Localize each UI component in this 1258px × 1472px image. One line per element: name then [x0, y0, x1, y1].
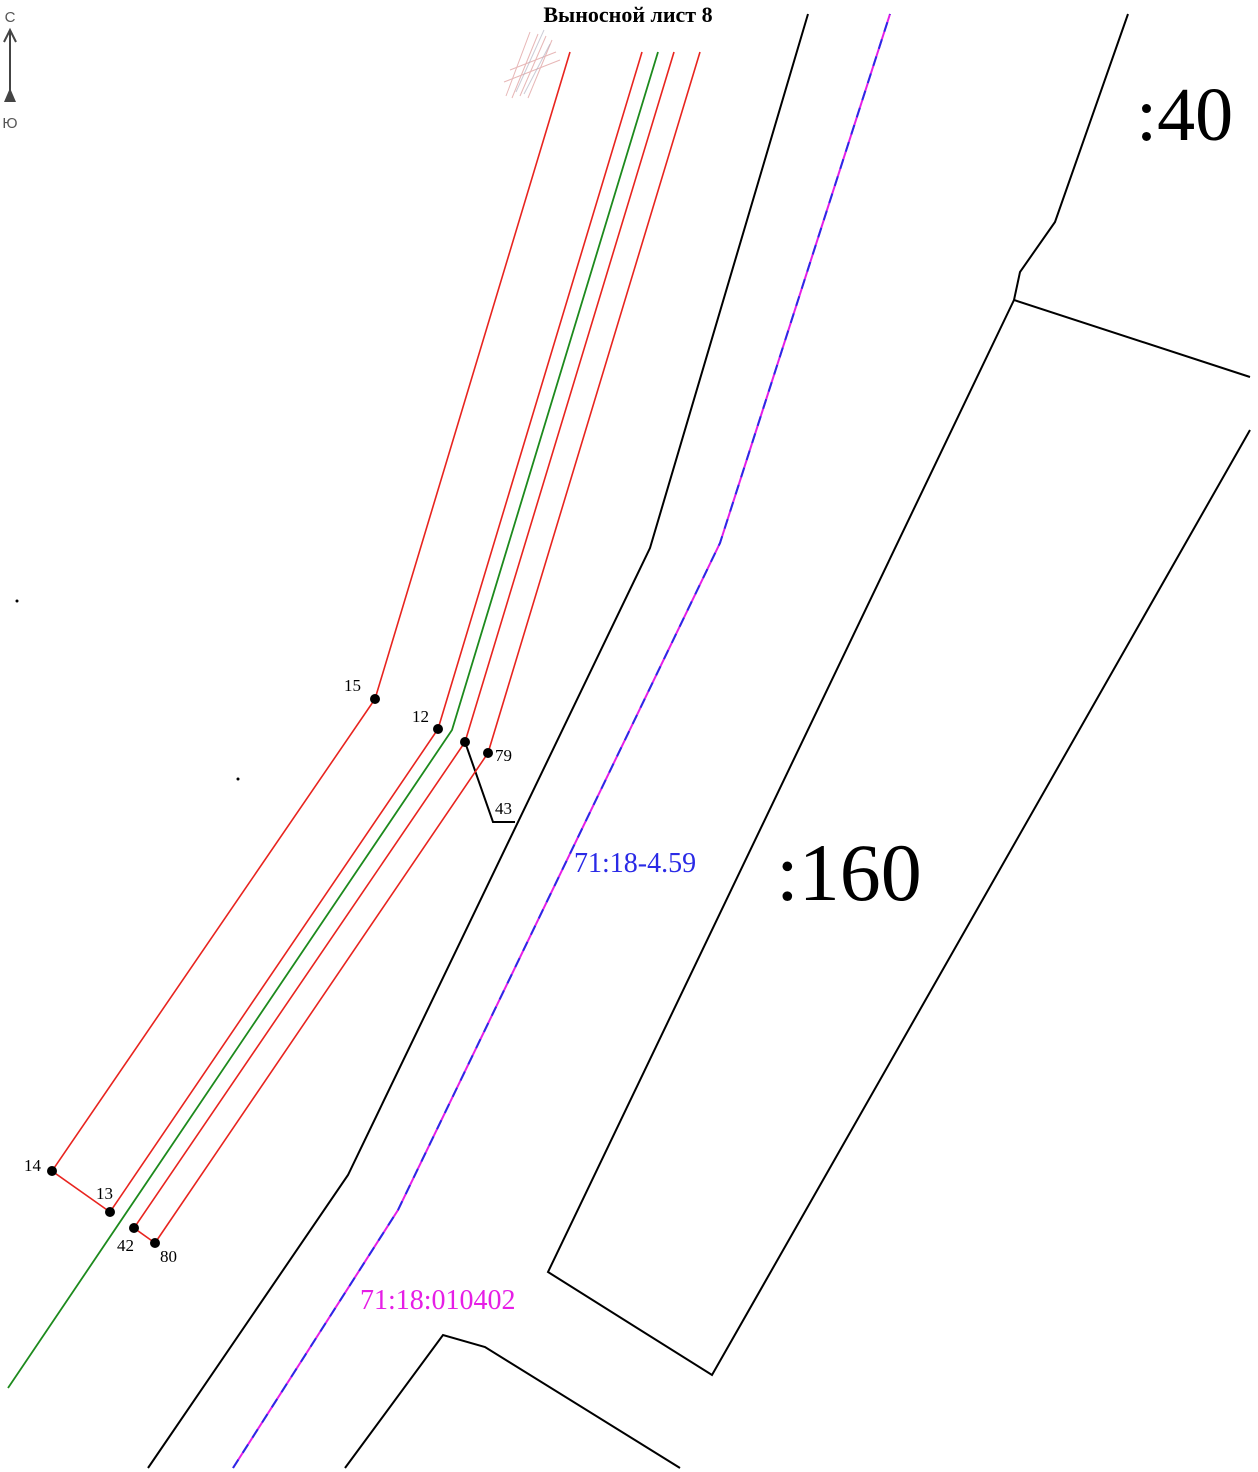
point-42: [129, 1223, 139, 1233]
survey-points: [15, 599, 493, 1248]
point-label-42: 42: [117, 1236, 134, 1255]
red-line-outer-right: [154, 51, 701, 1244]
red-line-inner-right: [132, 51, 675, 1244]
point-12: [433, 724, 443, 734]
sheet-title: Выносной лист 8: [543, 2, 712, 27]
compass-north-label: С: [5, 9, 16, 26]
point-label-43: 43: [495, 799, 512, 818]
survey-marks: [503, 31, 561, 99]
point-label-80: 80: [160, 1247, 177, 1266]
point-15: [370, 694, 380, 704]
road-boundary-left: [147, 13, 809, 1469]
point-80: [150, 1238, 160, 1248]
point-label-12: 12: [412, 707, 429, 726]
point-79: [483, 748, 493, 758]
compass-south-label: Ю: [2, 115, 17, 132]
point-label-14: 14: [24, 1156, 42, 1175]
quarter-boundary-line: [232, 13, 891, 1469]
corridor-axis-line: [7, 51, 659, 1389]
stray-dot: [236, 777, 240, 781]
lower-parcel-boundary: [344, 1333, 681, 1469]
point-label-13: 13: [96, 1184, 113, 1203]
zone-label: 71:18-4.59: [574, 848, 696, 879]
point-label-79: 79: [495, 746, 512, 765]
point-label-15: 15: [344, 676, 361, 695]
point-43-origin: [460, 737, 470, 747]
red-line-outer-left: [50, 51, 571, 1213]
point-14: [47, 1166, 57, 1176]
parcel-label-40: :40: [1136, 73, 1233, 157]
parcel-160-boundary: [546, 299, 1251, 1377]
parcel-boundaries: [147, 13, 1251, 1469]
quarter-label: 71:18:010402: [360, 1285, 516, 1316]
point-43-connector: [464, 741, 515, 823]
red-line-inner-left: [109, 51, 643, 1213]
stray-dot: [15, 599, 19, 603]
point-13: [105, 1207, 115, 1217]
parcel-40-boundary: [1012, 13, 1251, 378]
compass-icon: С Ю: [2, 9, 17, 132]
parcel-label-160: :160: [776, 827, 922, 918]
